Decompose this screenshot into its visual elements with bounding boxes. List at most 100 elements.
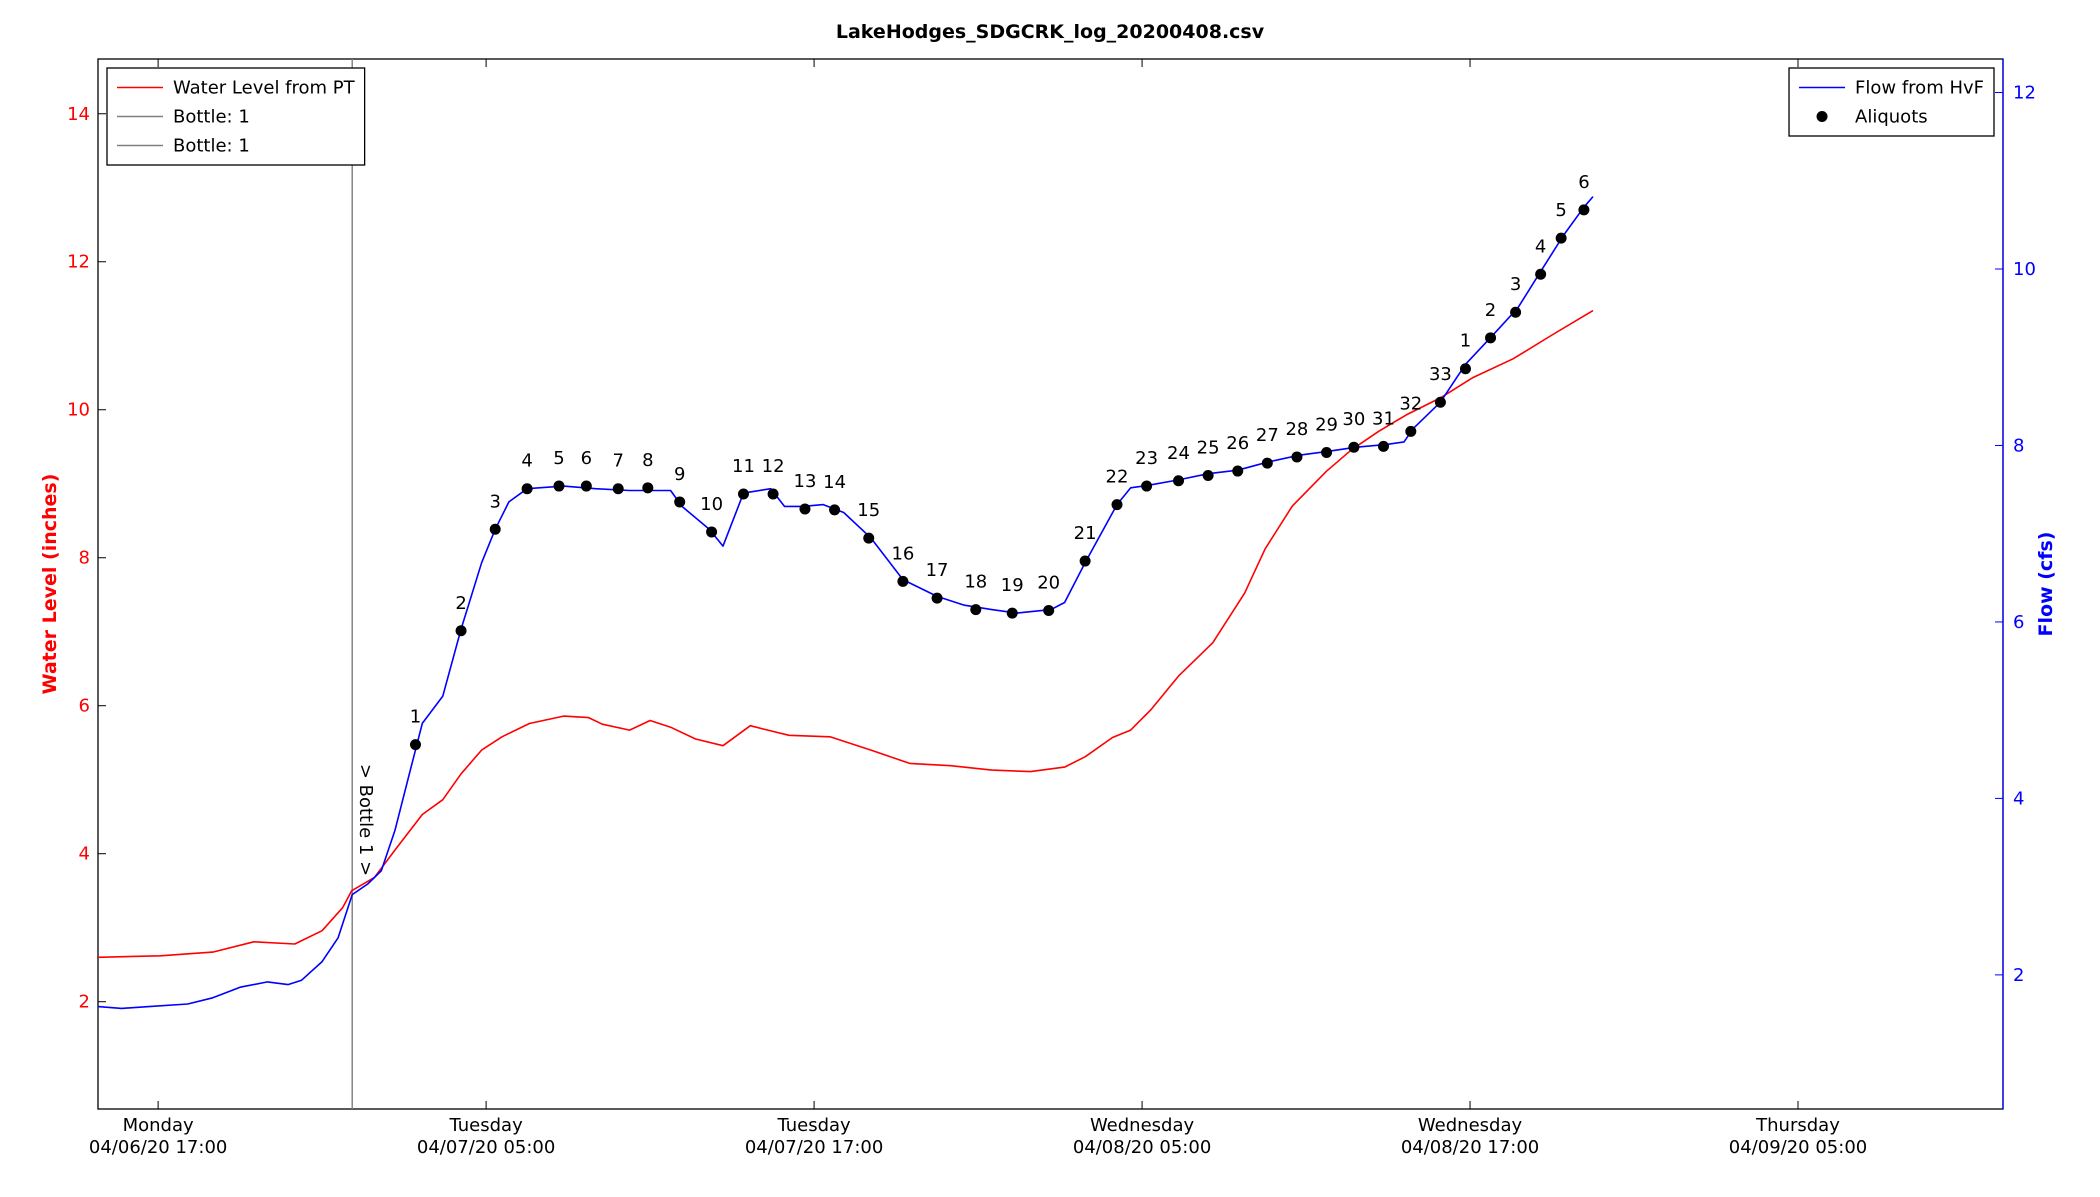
bottle-annotation: > Bottle 1 >: [355, 764, 376, 876]
aliquot-label: 2: [1485, 300, 1496, 321]
aliquot-label: 22: [1106, 467, 1129, 488]
aliquot-label: 26: [1226, 433, 1249, 454]
legend-marker: [1816, 111, 1828, 122]
aliquot-label: 10: [700, 494, 723, 515]
aliquot-label: 5: [1555, 200, 1566, 221]
aliquot-point: [1348, 441, 1360, 453]
aliquot-point: [642, 482, 654, 494]
legend-label: Water Level from PT: [173, 78, 356, 99]
aliquot-label: 6: [1578, 172, 1589, 193]
aliquot-label: 32: [1399, 393, 1422, 414]
aliquot-point: [410, 739, 421, 751]
y2-tick-label: 4: [2013, 788, 2024, 809]
aliquot-label: 1: [410, 707, 421, 728]
aliquot-label: 14: [823, 472, 846, 493]
aliquot-label: 12: [762, 456, 785, 477]
aliquot-label: 20: [1037, 572, 1060, 593]
aliquot-point: [1291, 451, 1303, 463]
aliquot-label: 33: [1429, 364, 1452, 385]
y2-tick-label: 2: [2013, 965, 2024, 986]
x-tick-label: Wednesday 04/08/20 17:00: [1401, 1115, 1539, 1158]
aliquot-point: [674, 496, 686, 508]
aliquot-point: [829, 504, 841, 516]
aliquot-label: 28: [1285, 419, 1308, 440]
aliquot-label: 13: [794, 471, 817, 492]
aliquot-point: [767, 488, 779, 500]
aliquot-point: [1202, 469, 1214, 481]
aliquot-label: 25: [1197, 437, 1220, 458]
aliquot-point: [455, 625, 467, 637]
aliquot-label: 15: [857, 500, 880, 521]
aliquot-label: 4: [521, 451, 532, 472]
aliquot-point: [1434, 396, 1446, 408]
y-tick-label: 4: [79, 844, 90, 865]
aliquot-label: 4: [1535, 236, 1546, 257]
aliquot-label: 23: [1135, 448, 1158, 469]
chart-title: LakeHodges_SDGCRK_log_20200408.csv: [836, 21, 1265, 43]
aliquot-label: 3: [1510, 274, 1521, 295]
y2-tick-label: 10: [2013, 259, 2036, 280]
aliquot-label: 1: [1460, 331, 1471, 352]
aliquot-point: [1111, 499, 1123, 511]
y-tick-label: 6: [79, 696, 90, 717]
aliquot-point: [970, 604, 982, 616]
aliquot-label: 27: [1256, 425, 1279, 446]
aliquot-point: [1485, 332, 1497, 344]
aliquot-point: [931, 592, 943, 604]
aliquot-point: [1141, 480, 1153, 492]
legend-label: Bottle: 1: [173, 107, 250, 128]
aliquot-point: [1043, 604, 1055, 616]
y-tick-label: 2: [79, 992, 90, 1013]
aliquot-label: 18: [964, 572, 987, 593]
aliquot-label: 5: [553, 448, 564, 469]
y2-tick-label: 8: [2013, 435, 2024, 456]
plot-area: [98, 59, 1594, 1109]
aliquot-point: [489, 523, 501, 535]
legend-label: Flow from HvF: [1855, 78, 1984, 99]
aliquot-point: [1321, 447, 1333, 459]
aliquot-point: [612, 483, 624, 495]
legend: Flow from HvF Aliquots: [1788, 67, 1995, 137]
aliquot-point: [1405, 425, 1417, 437]
aliquot-point: [521, 483, 533, 495]
aliquot-point: [1079, 555, 1091, 567]
aliquot-point: [1173, 475, 1185, 487]
aliquot-label: 30: [1342, 409, 1365, 430]
y-tick-label: 8: [79, 548, 90, 569]
x-tick-label: Tuesday 04/07/20 17:00: [745, 1115, 883, 1158]
aliquot-point: [1459, 363, 1471, 375]
aliquot-point: [580, 480, 592, 492]
aliquot-label: 7: [612, 451, 623, 472]
x-tick-label: Tuesday 04/07/20 05:00: [417, 1115, 555, 1158]
series-line: [98, 196, 1594, 1010]
aliquot-label: 2: [455, 593, 466, 614]
aliquot-point: [863, 532, 875, 544]
aliquot-point: [799, 503, 811, 515]
aliquot-label: 3: [489, 491, 500, 512]
y-axis-label: Water Level (inches): [39, 474, 61, 695]
aliquot-label: 29: [1315, 415, 1338, 436]
legend-label: Bottle: 1: [173, 136, 250, 157]
y-tick-label: 12: [67, 252, 90, 273]
aliquot-point: [1578, 204, 1590, 216]
aliquot-label: 11: [732, 456, 755, 477]
x-tick-label: Monday 04/06/20 17:00: [89, 1115, 227, 1158]
aliquot-label: 9: [674, 464, 685, 485]
aliquot-label: 8: [642, 450, 653, 471]
aliquot-point: [1006, 607, 1018, 619]
legend: Water Level from PT Bottle: 1 Bottle: 1: [106, 67, 366, 166]
aliquot-point: [706, 526, 718, 538]
y-tick-label: 14: [67, 104, 90, 125]
legend-box: [1788, 67, 1995, 137]
aliquot-label: 24: [1167, 443, 1190, 464]
aliquot-label: 19: [1001, 575, 1024, 596]
y2-axis-label: Flow (cfs): [2035, 532, 2057, 637]
y-tick-label: 10: [67, 400, 90, 421]
aliquot-label: 16: [891, 543, 914, 564]
aliquot-point: [553, 480, 565, 492]
aliquot-label: 21: [1074, 523, 1097, 544]
legend-label: Aliquots: [1855, 107, 1928, 128]
y2-tick-label: 12: [2013, 83, 2036, 104]
aliquot-point: [737, 488, 749, 500]
